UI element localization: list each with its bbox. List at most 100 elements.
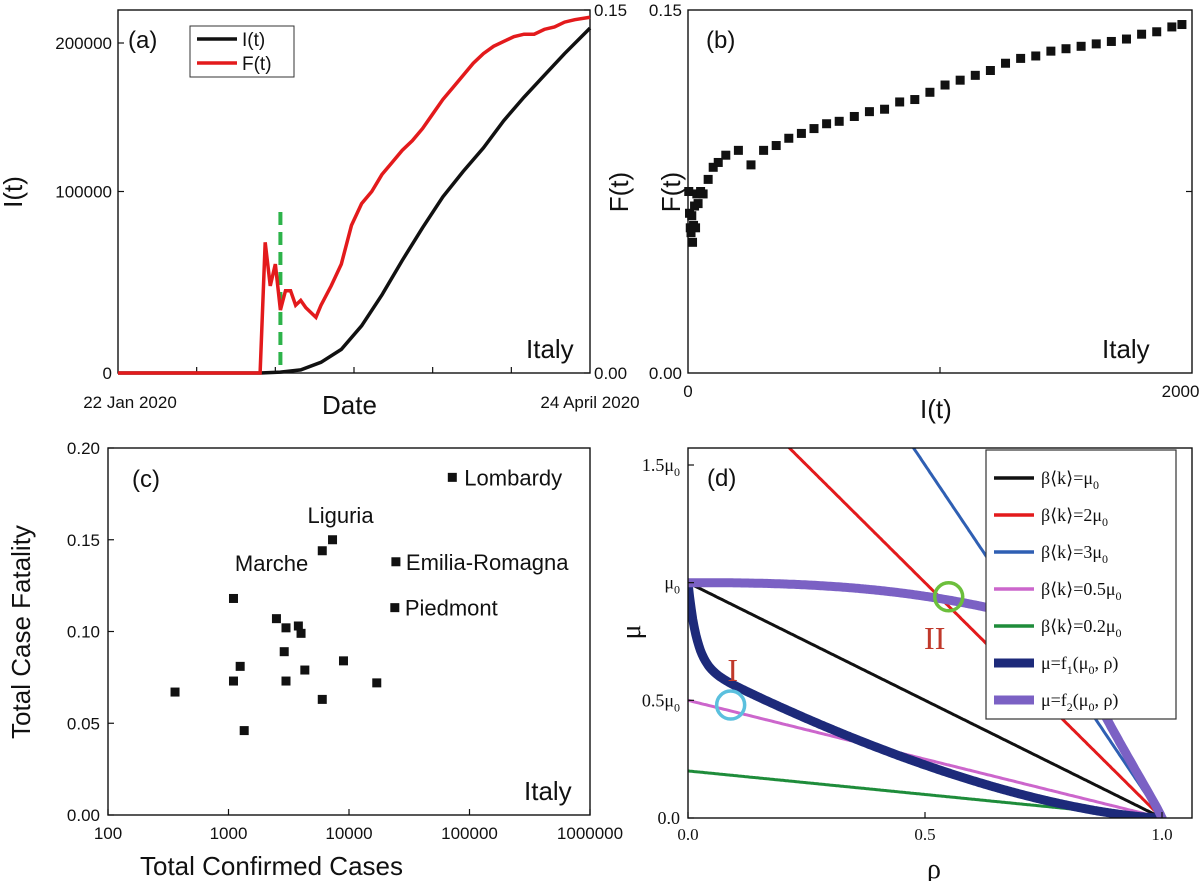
panel-b-point: [895, 97, 905, 107]
panel-d-legend-sub2: 0: [1088, 663, 1094, 677]
panel-d-ytick-text: 1.5μ: [642, 455, 674, 475]
panel-b-point: [925, 87, 935, 97]
panel-d-legend-box: [985, 449, 1177, 720]
panel-b-point: [849, 111, 859, 121]
panel-d-legend-text: β⟨k⟩=0.2μ: [1041, 616, 1116, 636]
panel-b-point: [698, 189, 708, 199]
panel-a-ytick-right-label: 0.00: [594, 364, 627, 383]
panel-b-point: [708, 162, 718, 172]
panel-d-marker-circle: [714, 689, 747, 721]
panel-c-point-label: Marche: [235, 551, 308, 576]
panel-d-ylabel: μ: [616, 624, 647, 639]
panel-b-point: [809, 124, 819, 134]
panel-a-legend-label-I: I(t): [242, 30, 265, 51]
panel-b-annotation: Italy: [1102, 334, 1150, 364]
panel-d-ytick-sub: 0: [674, 583, 680, 597]
panel-d-legend-label: μ=f2(μ0, ρ): [1041, 690, 1118, 714]
panel-d-xlabel: ρ: [927, 854, 941, 881]
panel-a-xtick-label: 22 Jan 2020: [83, 393, 177, 412]
panel-b-point: [684, 187, 694, 196]
panel-d-legend-label: β⟨k⟩=3μ0: [1041, 542, 1108, 566]
panel-d-legend-sub: 0: [1116, 589, 1122, 603]
panel-b-points: [684, 20, 1187, 247]
panel-b-xlabel: I(t): [920, 394, 952, 424]
panel-b-xtick-label: 200000: [1162, 382, 1200, 401]
panel-c-point-label: Piedmont: [405, 596, 498, 621]
panel-c-xtick-label: 10000: [325, 824, 372, 843]
panel-d-series-line-1: [787, 448, 1164, 818]
panel-b-ytick-label: 0.15: [649, 1, 682, 20]
panel-d-legend-tail2: , ρ): [1094, 653, 1118, 674]
panel-a-series-F-line: [118, 15, 591, 375]
panel-b-point: [1061, 44, 1071, 54]
panel-c-xtick-label: 1000000: [557, 824, 623, 843]
panel-b-point: [1121, 34, 1131, 44]
panel-b-point: [1016, 53, 1026, 63]
panel-a-label: (a): [128, 27, 157, 54]
panel-c-point: [170, 687, 180, 697]
panel-a: (a) 0 100000 200000 0.00 0.15 22 Jan 2020 24 A…: [0, 1, 640, 420]
panel-a-legend: I(t) F(t): [189, 25, 295, 78]
panel-b-ticks: 0.15 0.000 200000: [649, 1, 1200, 401]
panel-b-frame: [687, 9, 1193, 374]
panel-b-point: [771, 141, 781, 151]
panel-b-point: [796, 128, 806, 138]
panel-b-point: [1046, 46, 1056, 56]
panel-c-xtick-label: 100: [94, 824, 122, 843]
panel-d-ytick-text: 0.5μ: [642, 690, 674, 710]
panel-b-point: [955, 75, 965, 85]
panel-d-legend-sub: 0: [1093, 478, 1099, 492]
panel-c-point: [281, 623, 291, 633]
panel-b-point: [733, 145, 743, 155]
panel-d-legend-tail: (μ: [1073, 690, 1089, 711]
panel-a-ytick-left-label: 100000: [55, 183, 112, 202]
panel-b-point: [759, 145, 769, 155]
panel-a-legend-label-F: F(t): [242, 54, 272, 75]
panel-b-point: [834, 116, 844, 126]
panel-c-point: [293, 621, 303, 631]
panel-d-legend: β⟨k⟩=μ0β⟨k⟩=2μ0β⟨k⟩=3μ0β⟨k⟩=0.5μ0β⟨k⟩=0.…: [985, 449, 1177, 720]
panel-d-ytick-sub: 0: [674, 465, 680, 479]
panel-a-annotation: Italy: [526, 334, 574, 364]
panel-d-markers: III: [714, 581, 965, 721]
panel-b-point: [784, 133, 794, 143]
panel-d-legend-tail2: , ρ): [1094, 690, 1118, 711]
panel-b-point: [910, 95, 920, 105]
panel-d-legend-sub: 0: [1102, 515, 1108, 529]
panel-a-frame: [117, 9, 591, 374]
panel-c-ytick-label: 0.00: [67, 806, 100, 825]
panel-a-series-I-line: [118, 26, 592, 375]
panel-d-marker-circle: [932, 581, 965, 613]
panel-d-legend-text: μ=f: [1041, 690, 1067, 710]
panel-b-point: [864, 107, 874, 117]
panel-a-ytick-right-label: 0.15: [594, 1, 627, 20]
panel-c-point: [271, 614, 281, 624]
panel-c-xlabel: Total Confirmed Cases: [140, 851, 403, 881]
panel-c: (c) 0.00 0.05 0.10 0.15 0.20 100 1000 10000 1000…: [6, 439, 623, 881]
panel-d-label: (d): [707, 465, 736, 492]
panel-d-xtick-label: 1.0: [1151, 825, 1172, 844]
panel-d-legend-text: β⟨k⟩=2μ: [1041, 505, 1102, 525]
panel-d-legend-sub2: 0: [1088, 700, 1094, 714]
panel-c-ticks: 0.00 0.05 0.10 0.15 0.20 100 1000 10000 100000 10…: [67, 439, 623, 843]
panel-b-point: [693, 199, 703, 209]
panel-c-point-label: Liguria: [308, 503, 375, 528]
panel-d-ytick-label: 0.0: [658, 808, 681, 828]
panel-c-point: [228, 676, 238, 686]
panel-d-legend-text: β⟨k⟩=0.5μ: [1041, 579, 1116, 599]
panel-b-point: [940, 80, 950, 90]
panel-b-point: [1152, 27, 1162, 37]
panel-d-legend-text: β⟨k⟩=μ: [1041, 468, 1093, 488]
panel-c-point: [300, 665, 310, 675]
panel-b-point: [703, 174, 713, 184]
panel-c-point: [328, 535, 338, 545]
panel-d-legend-label: β⟨k⟩=0.5μ0: [1041, 579, 1122, 603]
panel-d-xtick-label: 0.5: [914, 825, 935, 844]
panel-c-label: (c): [132, 466, 160, 493]
panel-d-ytick-label: 0.5μ0: [642, 690, 680, 714]
panel-d-legend-sub: 2: [1067, 700, 1073, 714]
